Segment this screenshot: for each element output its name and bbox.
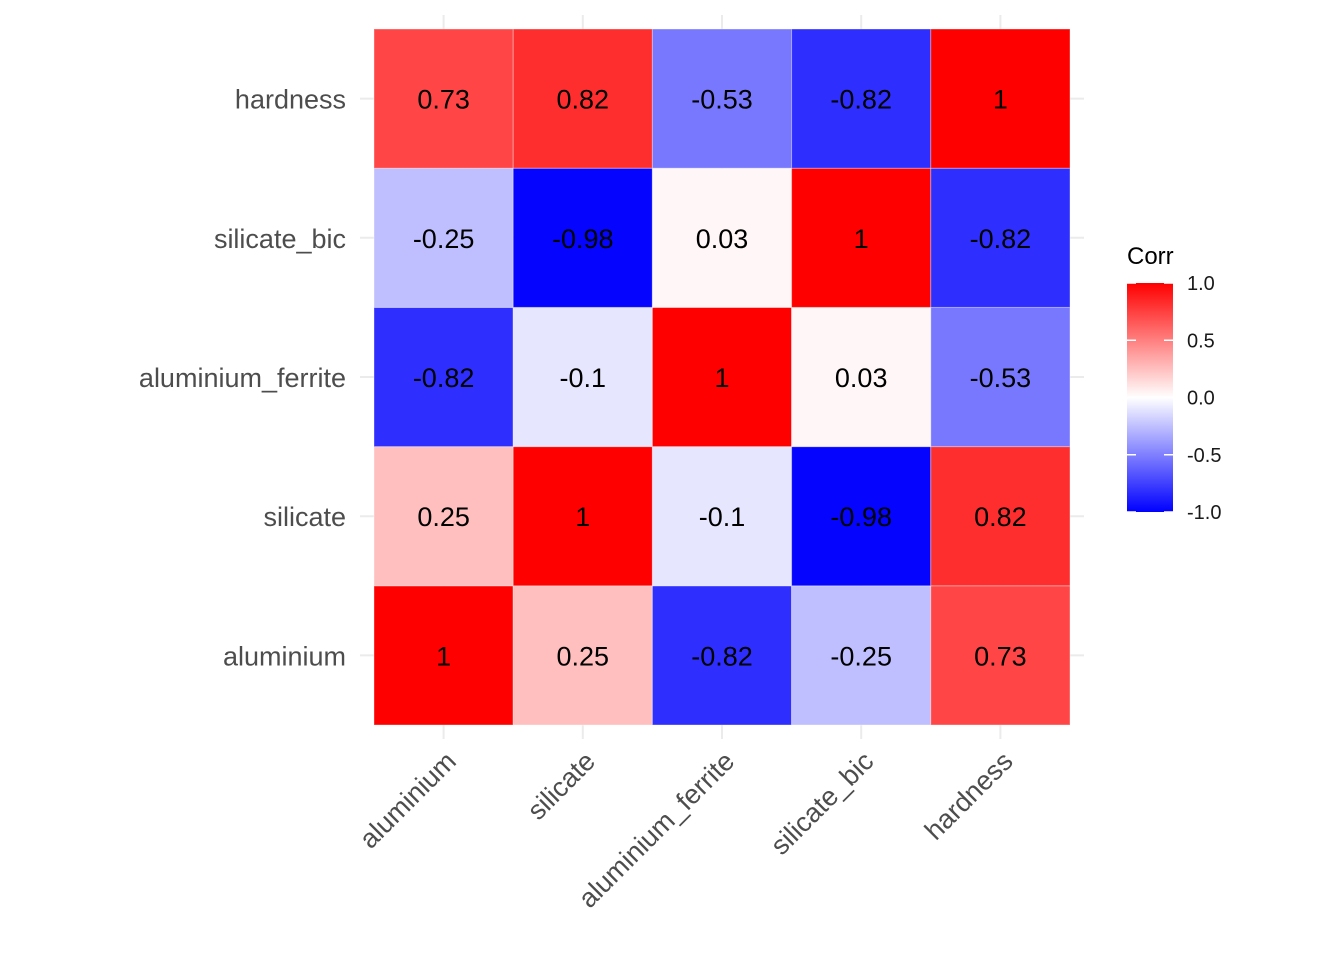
heatmap-cell	[791, 585, 932, 726]
cell-value-label: 0.03	[835, 363, 888, 393]
y-tick-label: aluminium_ferrite	[139, 363, 346, 393]
cell-value-label: 0.73	[417, 85, 470, 115]
cell-value-label: -0.82	[970, 224, 1032, 254]
heatmap-cell	[373, 167, 514, 308]
heatmap-cell	[512, 585, 653, 726]
cell-value-label: 0.25	[417, 502, 470, 532]
heatmap-cell	[512, 28, 653, 169]
heatmap-cell	[651, 446, 793, 587]
cell-value-label: 0.03	[696, 224, 749, 254]
cell-value-label: 0.25	[557, 641, 610, 671]
heatmap-cell	[651, 28, 793, 169]
heatmap-cell	[373, 28, 514, 169]
legend-tick-label: -1.0	[1187, 502, 1221, 524]
cell-value-label: 1	[714, 363, 729, 393]
heatmap-cell	[373, 446, 514, 587]
y-axis-tick-labels: aluminium silicate aluminium_ferrite silica…	[139, 85, 346, 672]
cell-value-label: -0.98	[830, 502, 892, 532]
cell-value-label: -0.53	[691, 85, 753, 115]
heatmap-cell	[791, 167, 932, 308]
cell-value-label: -0.82	[830, 85, 892, 115]
heatmap-cell	[512, 306, 653, 448]
heatmap-cell	[791, 28, 932, 169]
cell-value-label: -0.1	[560, 363, 607, 393]
x-tick-label: silicate	[521, 746, 601, 826]
heatmap-cell	[512, 446, 653, 587]
x-tick-label: hardness	[919, 746, 1019, 846]
cell-value-label: -0.98	[552, 224, 614, 254]
cell-value-label: 1	[575, 502, 590, 532]
x-tick-label: aluminium_ferrite	[573, 746, 741, 914]
cell-value-label: -0.53	[970, 363, 1032, 393]
cell-value-label: 0.82	[974, 502, 1027, 532]
heatmap-cell	[930, 446, 1071, 587]
y-tick-label: hardness	[235, 85, 346, 115]
y-tick-label: silicate	[263, 502, 346, 532]
heatmap-cell	[373, 306, 514, 448]
heatmap-cell	[651, 585, 793, 726]
cell-value-label: 1	[993, 85, 1008, 115]
y-tick-label: silicate_bic	[214, 224, 346, 254]
heatmap-cells	[373, 28, 1071, 726]
legend-ticks: 1.0 0.5 0.0 -0.5 -1.0	[1127, 273, 1221, 524]
cell-value-label: 0.73	[974, 641, 1027, 671]
y-tick-label: aluminium	[223, 641, 346, 671]
heatmap-cell	[651, 306, 793, 448]
cell-value-label: 0.82	[557, 85, 610, 115]
cell-value-label: -0.25	[413, 224, 475, 254]
color-legend: Corr 1.0 0.5 0.0 -0.5 -1.0	[1127, 243, 1221, 524]
x-tick-label: aluminium	[354, 746, 462, 854]
heatmap-cell	[791, 446, 932, 587]
cell-value-label: -0.25	[830, 641, 892, 671]
legend-tick-label: 0.0	[1187, 388, 1215, 410]
cell-value-label: -0.82	[413, 363, 475, 393]
heatmap-cell	[930, 167, 1071, 308]
legend-title: Corr	[1127, 243, 1174, 270]
legend-tick-label: 0.5	[1187, 330, 1215, 352]
legend-tick-label: 1.0	[1187, 273, 1215, 295]
cell-value-label: -0.1	[699, 502, 746, 532]
cell-value-label: -0.82	[691, 641, 753, 671]
heatmap-cell	[930, 28, 1071, 169]
heatmap-cell	[512, 167, 653, 308]
cell-value-label: 1	[436, 641, 451, 671]
cell-value-label: 1	[854, 224, 869, 254]
x-tick-label: silicate_bic	[765, 746, 880, 861]
heatmap-cell-labels: 1 0.25 -0.82 -0.25 0.73 0.25 1 -0.1 -0.98 0.82 -0.…	[413, 85, 1031, 672]
legend-tick-label: -0.5	[1187, 445, 1221, 467]
heatmap-cell	[930, 585, 1071, 726]
